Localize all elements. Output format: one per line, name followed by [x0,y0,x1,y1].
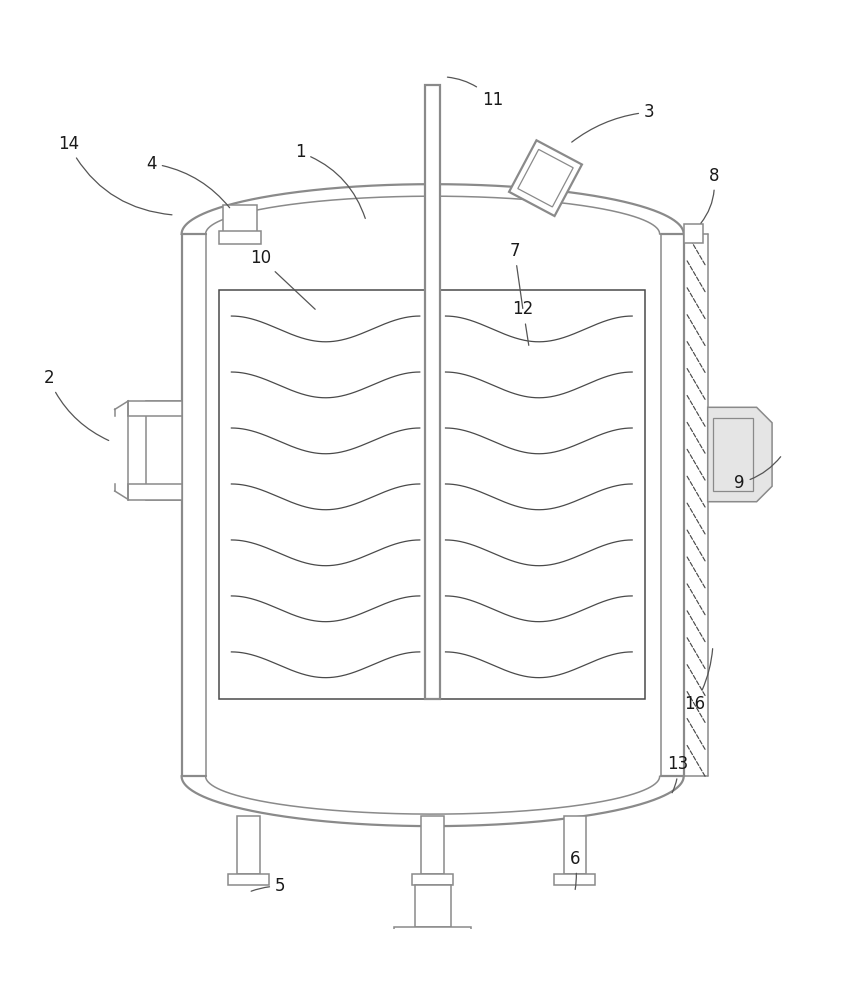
Text: 10: 10 [250,249,315,309]
Text: 12: 12 [512,300,534,345]
Bar [422,816,443,874]
Text: 6: 6 [569,850,580,889]
Text: 16: 16 [684,649,713,713]
Text: 7: 7 [510,242,523,308]
Text: 15: 15 [0,999,1,1000]
Bar [219,231,262,244]
Polygon shape [708,407,772,502]
Text: 2: 2 [43,369,108,441]
Text: 13: 13 [667,755,688,793]
Bar [223,205,257,232]
Text: 4: 4 [146,155,230,208]
Text: 14: 14 [58,135,172,215]
Bar [128,401,182,416]
Text: 1: 1 [294,143,365,218]
Bar [713,418,753,491]
Bar [394,954,406,975]
Bar [415,885,450,927]
Polygon shape [509,140,582,216]
Bar [425,85,440,699]
Text: 9: 9 [734,457,781,492]
Bar [228,874,269,885]
Bar [684,224,703,243]
Text: 5: 5 [251,877,286,895]
Bar [128,484,182,500]
Text: 11: 11 [448,77,503,109]
Bar [554,874,595,885]
Bar [455,973,476,978]
Text: 8: 8 [701,167,719,223]
Polygon shape [517,149,573,207]
Bar [146,401,182,500]
Bar [412,874,453,885]
Bar [389,973,411,978]
Bar [460,954,471,975]
Bar [394,927,471,954]
Bar [238,816,260,874]
Bar [219,290,645,699]
Bar [563,816,585,874]
Text: 3: 3 [572,103,654,142]
